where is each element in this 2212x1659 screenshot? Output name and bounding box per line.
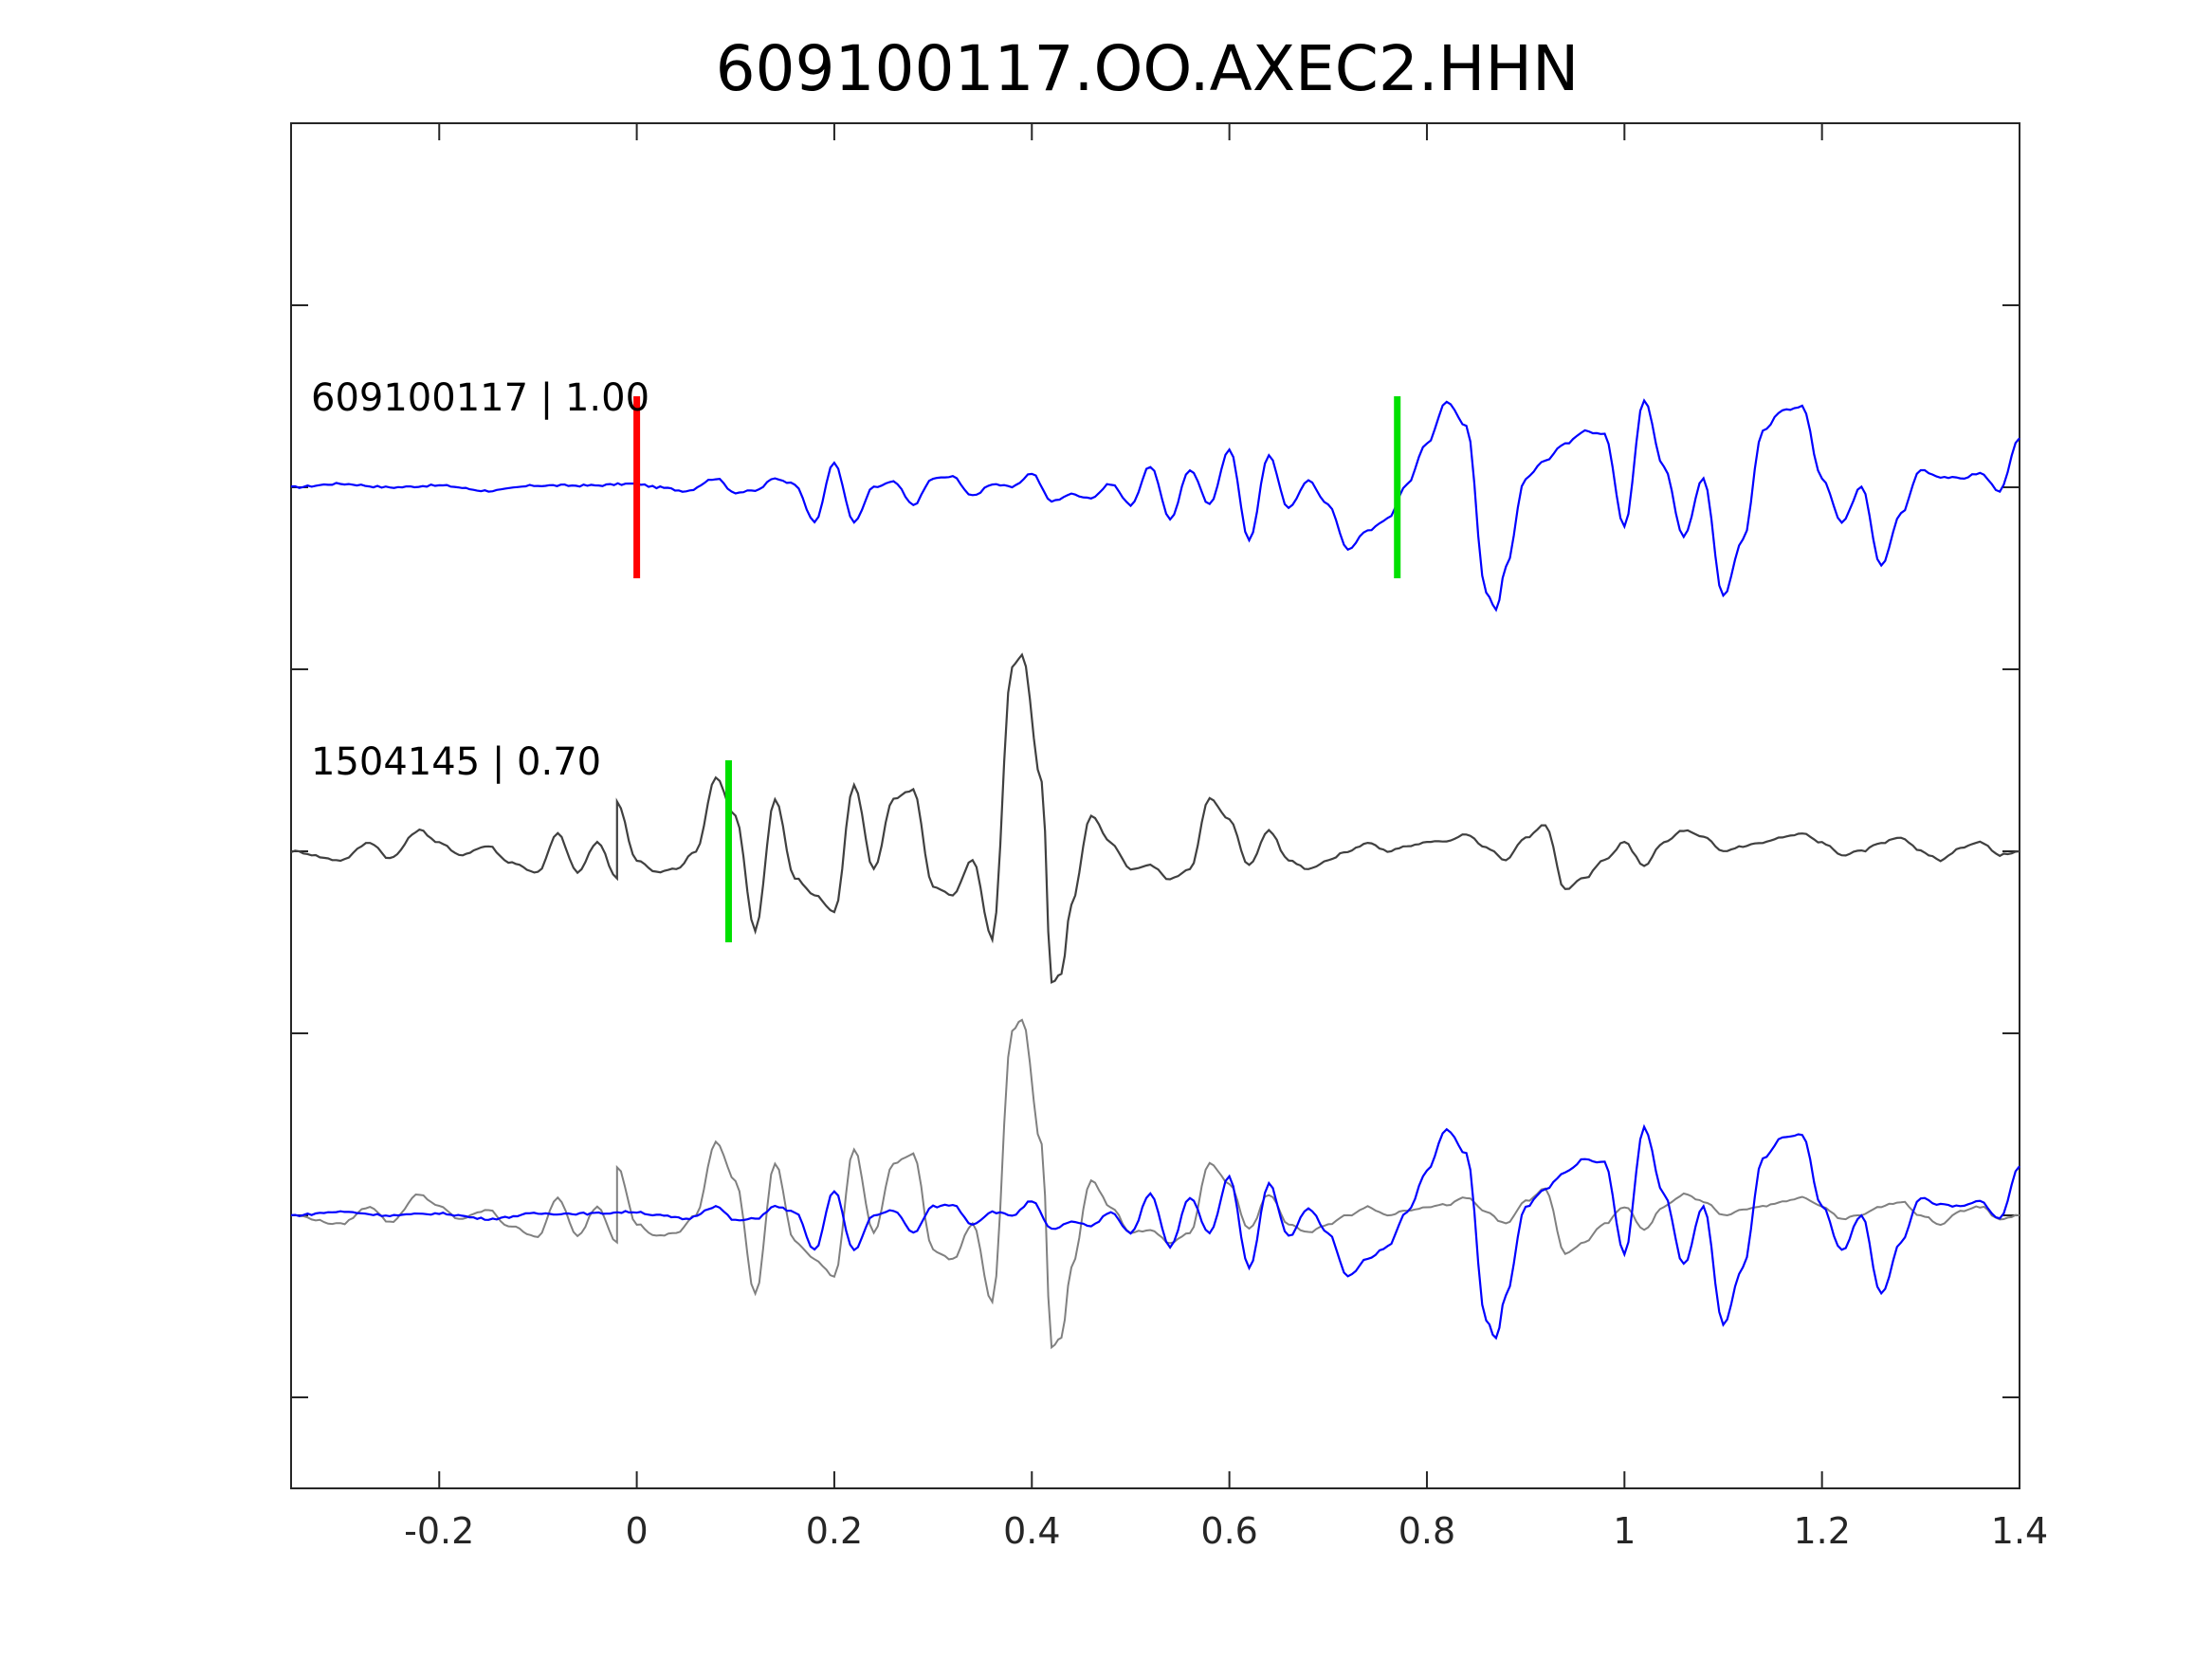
x-tick-label: 0.2	[806, 1510, 863, 1552]
x-tick-label: -0.2	[404, 1510, 474, 1552]
traces	[290, 398, 2020, 1350]
chart-title: 609100117.OO.AXEC2.HHN	[716, 32, 1580, 105]
x-tick-label: 1.4	[1991, 1510, 2048, 1552]
plot-frame	[290, 122, 2020, 1489]
y-ticks	[291, 304, 2020, 1398]
x-tick-label: 0	[626, 1510, 649, 1552]
trace-label-1: 609100117 | 1.00	[311, 376, 649, 420]
x-tick-label: 0.6	[1200, 1510, 1257, 1552]
x-tick-label: 1	[1613, 1510, 1636, 1552]
trace-line-1	[290, 398, 2020, 612]
x-tick-label: 1.2	[1793, 1510, 1850, 1552]
trace-label-2: 1504145 | 0.70	[311, 740, 601, 784]
trace-line-3	[290, 1018, 2020, 1350]
trace-line-4	[290, 1123, 2020, 1340]
trace-line-2	[290, 652, 2020, 984]
x-tick-label: 0.8	[1398, 1510, 1455, 1552]
pick-markers	[633, 396, 1401, 942]
x-ticks: -0.2 0 0.2 0.4 0.6 0.8 1 1.2 1.4	[404, 123, 2048, 1552]
x-tick-label: 0.4	[1003, 1510, 1060, 1552]
